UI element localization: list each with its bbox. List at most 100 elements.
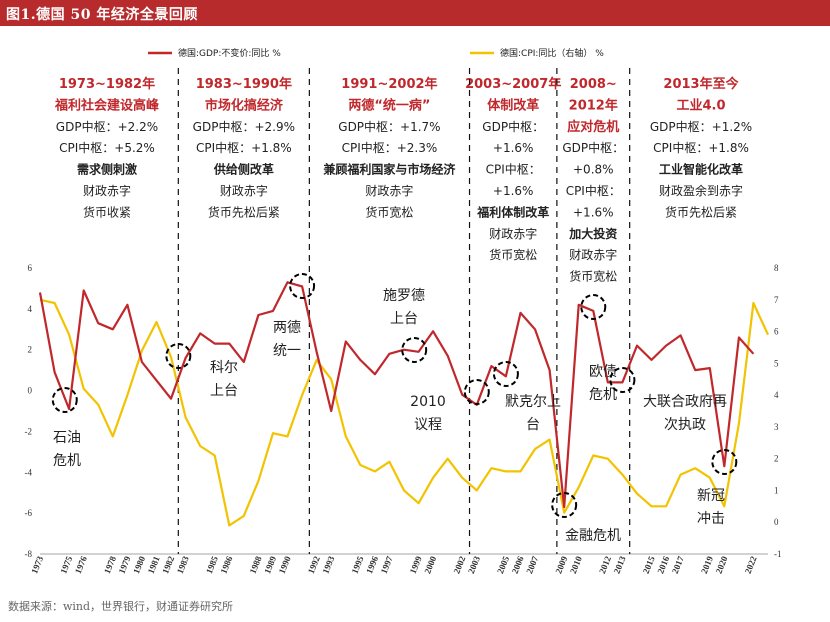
x-tick-label: 2020 xyxy=(714,554,730,575)
period-heading: 应对危机 xyxy=(567,119,619,135)
x-tick-label: 2013 xyxy=(612,554,628,575)
period-text: 财政赤字 xyxy=(365,183,413,198)
event-label: 冲击 xyxy=(697,511,725,527)
period-text: GDP中枢：+2.2% xyxy=(56,119,158,134)
event-marker-circle xyxy=(551,492,578,518)
y-right-tick-label: 2 xyxy=(774,454,779,464)
event-label: 上台 xyxy=(390,311,418,327)
event-label: 大联合政府再 xyxy=(643,394,727,410)
period-heading: 两德“统一病” xyxy=(348,97,430,113)
period-text: CPI中枢： xyxy=(486,162,541,177)
y-left-tick-label: 2 xyxy=(28,345,33,355)
event-marker-circle xyxy=(580,294,607,320)
cpi-series-line xyxy=(39,298,769,527)
period-heading: 2012年 xyxy=(569,97,618,113)
x-tick-label: 1997 xyxy=(379,554,395,575)
event-label: 科尔 xyxy=(210,360,238,376)
event-label: 台 xyxy=(526,417,540,433)
period-heading: 福利社会建设高峰 xyxy=(54,97,160,113)
period-text: CPI中枢： xyxy=(566,183,621,198)
event-marker-circle xyxy=(711,449,738,475)
period-text: 货币宽松 xyxy=(365,204,413,219)
x-tick-label: 2022 xyxy=(743,554,759,575)
y-right-tick-label: 3 xyxy=(774,422,779,432)
legend-label: 德国:GDP:不变价:同比 % xyxy=(178,47,281,59)
period-text: GDP中枢：+1.7% xyxy=(338,119,440,134)
period-heading: 1991~2002年 xyxy=(341,76,437,92)
period-text: +1.6% xyxy=(493,184,534,198)
y-left-tick-label: 6 xyxy=(28,263,33,273)
period-policy: 需求侧刺激 xyxy=(77,162,137,177)
event-marker-circle xyxy=(165,343,192,369)
period-heading: 1973~1982年 xyxy=(59,76,155,92)
gdp-series-line xyxy=(38,281,755,509)
event-marker-circle xyxy=(289,273,316,299)
period-policy: 供给侧改革 xyxy=(213,162,274,177)
y-right-tick-label: 6 xyxy=(774,327,779,337)
x-tick-label: 1990 xyxy=(277,554,293,575)
period-text: GDP中枢： xyxy=(482,119,544,134)
period-text: +1.6% xyxy=(493,141,534,155)
chart: 德国:GDP:不变价:同比 % 德国:CPI:同比（右轴） % 1973~1982… xyxy=(25,47,782,575)
y-left-tick-label: -4 xyxy=(25,467,33,477)
event-label: 两德 xyxy=(273,320,301,336)
period-text: 货币先松后紧 xyxy=(208,204,280,219)
y-left-tick-label: -6 xyxy=(25,508,33,518)
chart-title: 图1.德国 50 年经济全景回顾 xyxy=(6,7,198,23)
event-label: 新冠 xyxy=(697,488,725,504)
title-bar: 图1.德国 50 年经济全景回顾 xyxy=(0,0,830,26)
event-label: 施罗德 xyxy=(383,288,425,304)
period-text: 财政赤字 xyxy=(83,183,131,198)
period-text: 财政赤字 xyxy=(220,183,268,198)
event-label: 统一 xyxy=(273,343,301,359)
x-tick-label: 1983 xyxy=(175,554,191,575)
event-label: 议程 xyxy=(414,417,442,433)
y-right-tick-label: 0 xyxy=(774,517,779,527)
legend-label: 德国:CPI:同比（右轴） % xyxy=(500,47,604,59)
event-label: 危机 xyxy=(589,387,617,403)
y-right-tick-label: 8 xyxy=(774,263,779,273)
y-right-tick-label: -1 xyxy=(774,549,782,559)
period-text: 货币宽松 xyxy=(569,269,617,284)
period-heading: 2013年至今 xyxy=(663,76,739,92)
period-text: CPI中枢：+1.8% xyxy=(196,140,292,155)
period-text: GDP中枢： xyxy=(562,140,624,155)
y-left-tick-label: 0 xyxy=(28,386,33,396)
period-heading: 1983~1990年 xyxy=(196,76,292,92)
x-tick-label: 2003 xyxy=(466,554,482,575)
period-text: 货币宽松 xyxy=(489,247,537,262)
event-marker-circle xyxy=(401,337,428,363)
period-text: CPI中枢：+2.3% xyxy=(342,140,438,155)
x-tick-label: 1976 xyxy=(73,554,89,575)
period-text: CPI中枢：+5.2% xyxy=(59,140,155,155)
x-tick-label: 2010 xyxy=(568,554,584,575)
period-heading: 体制改革 xyxy=(487,97,539,113)
period-text: 财政盈余到赤字 xyxy=(659,183,743,198)
period-policy: 加大投资 xyxy=(568,226,617,241)
series-lines xyxy=(38,281,769,527)
period-text: +0.8% xyxy=(573,163,614,177)
period-policy: 兼顾福利国家与市场经济 xyxy=(322,162,456,177)
event-marker-circle xyxy=(492,361,519,387)
period-policy: 福利体制改革 xyxy=(476,204,549,219)
y-left-tick-label: -8 xyxy=(25,549,33,559)
period-text: GDP中枢：+1.2% xyxy=(650,119,752,134)
period-text: 财政赤字 xyxy=(489,226,537,241)
y-right-tick-label: 1 xyxy=(774,485,779,495)
period-text: CPI中枢：+1.8% xyxy=(653,140,749,155)
event-label: 欧债 xyxy=(589,364,617,380)
event-label: 次执政 xyxy=(664,417,706,433)
event-label: 金融危机 xyxy=(565,528,621,544)
period-policy: 工业智能化改革 xyxy=(659,162,743,177)
y-right-tick-label: 5 xyxy=(774,358,779,368)
event-label: 危机 xyxy=(53,453,81,469)
x-tick-label: 2000 xyxy=(422,554,438,575)
y-left-tick-label: 4 xyxy=(28,304,33,314)
legend: 德国:GDP:不变价:同比 % 德国:CPI:同比（右轴） % xyxy=(148,47,604,59)
x-tick-label: 2007 xyxy=(524,554,540,575)
event-label: 默克尔上 xyxy=(505,394,561,410)
y-right-tick-label: 7 xyxy=(774,295,779,305)
period-text: +1.6% xyxy=(573,205,614,219)
